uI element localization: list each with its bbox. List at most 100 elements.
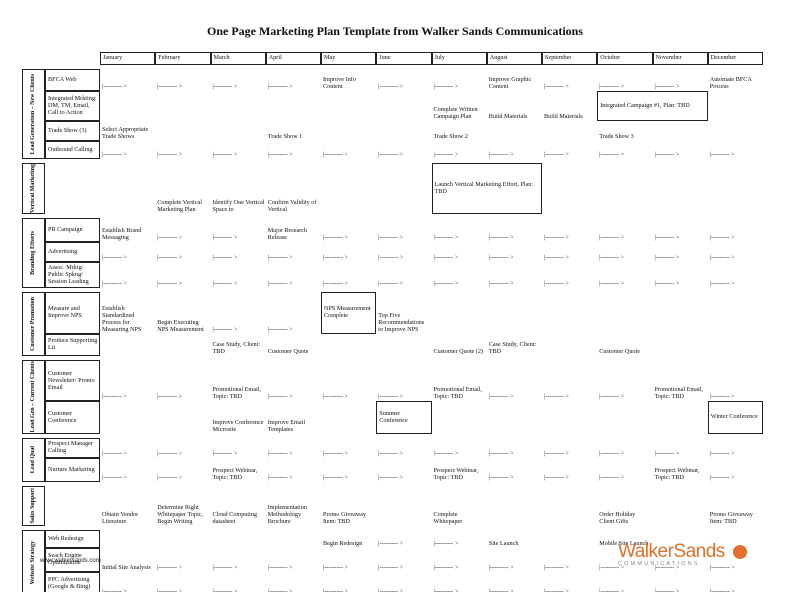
month-header: May — [321, 52, 377, 65]
row-label: Measure and Improve NPS — [45, 291, 100, 334]
plan-cell: |--------- > — [709, 233, 735, 241]
empty-cell — [100, 530, 155, 548]
plan-cell: Complete Whitepaper — [433, 510, 463, 525]
empty-cell — [376, 91, 431, 121]
month-header: February — [155, 52, 211, 65]
plan-cell: |--------- > — [433, 587, 459, 592]
row-label: Integrated Mrkting: DM, TM, Email, Call … — [45, 91, 100, 121]
empty-cell — [597, 292, 652, 334]
plan-cell: |--------- > — [157, 473, 183, 481]
plan-cell: Build Materials — [488, 113, 528, 120]
plan-row: Outbound Calling |--------- > |--------- >… — [22, 141, 763, 159]
plan-cell: Mobile Site Launch — [599, 539, 649, 547]
plan-cell: Cloud Computing datasheet — [212, 510, 258, 525]
plan-cell: |--------- > — [267, 325, 293, 333]
plan-row: Customer Conference Improve Conference Mi… — [22, 401, 763, 434]
plan-cell: |--------- > — [323, 563, 348, 571]
empty-cell — [597, 401, 652, 433]
plan-cell: |--------- > — [102, 83, 127, 90]
empty-cell — [487, 121, 542, 141]
plan-row: Lead Qual Prospect Manager Calling |------… — [22, 437, 763, 482]
plan-cell: |--------- > — [599, 279, 625, 287]
footer-url: www.walkersands.com — [40, 558, 101, 564]
plan-cell: |--------- > — [157, 449, 183, 457]
plan-cell: |--------- > — [544, 473, 569, 481]
empty-cell — [100, 334, 155, 356]
plan-cell: |--------- > — [488, 233, 514, 241]
plan-cell: Customer Quote — [267, 347, 309, 355]
empty-cell — [155, 401, 210, 433]
plan-cell: |--------- > — [654, 233, 680, 241]
plan-cell: Improve Conference Microsite — [212, 418, 264, 433]
logo: WalkerSands COMMUNICATIONS — [618, 541, 747, 567]
plan-cell: |--------- > — [433, 233, 459, 241]
plan-cell: |--------- > — [267, 587, 293, 592]
plan-cell: |--------- > — [323, 473, 348, 481]
plan-cell: |--------- > — [323, 151, 348, 158]
empty-cell — [376, 163, 431, 214]
plan-cell: |--------- > — [378, 233, 404, 241]
plan-cell: |--------- > — [599, 393, 625, 401]
plan-cell: Identify One Vertical Space to — [212, 198, 265, 213]
month-header: April — [265, 52, 321, 65]
plan-row: Sales Support Obtain Vendor Literature Det… — [22, 485, 763, 526]
plan-cell: |--------- > — [378, 449, 404, 457]
empty-cell — [542, 292, 597, 334]
plan-cell: Select Appropriate Trade Shows — [102, 126, 149, 140]
plan-cell: |--------- > — [654, 449, 680, 457]
empty-cell — [708, 121, 763, 141]
plan-cell: |--------- > — [599, 587, 625, 592]
plan-cell: |--------- > — [654, 83, 680, 90]
empty-cell — [100, 91, 155, 121]
plan-row: Advertising |--------- > |--------- > |----… — [22, 241, 763, 262]
plan-cell: |--------- > — [212, 279, 238, 287]
plan-cell: Automate BFCA Process — [709, 76, 752, 90]
empty-cell — [432, 292, 487, 334]
plan-cell: |--------- > — [102, 279, 127, 287]
plan-cell: |--------- > — [433, 279, 459, 287]
empty-cell — [100, 401, 155, 433]
empty-cell — [321, 121, 376, 141]
empty-cell — [708, 91, 763, 121]
plan-cell: |--------- > — [157, 151, 183, 158]
plan-cell: |--------- > — [599, 83, 625, 90]
plan-cell: Customer Quote (2) — [433, 347, 484, 355]
plan-row: Produce Supporting Lit Case Study, Client… — [22, 333, 763, 356]
empty-cell — [100, 163, 155, 214]
plan-cell: |--------- > — [157, 393, 183, 401]
month-header: January — [100, 52, 156, 65]
empty-cell — [597, 163, 652, 214]
plan-cell: Promotional Email, Topic: TBD — [654, 386, 703, 401]
plan-cell: |--------- > — [599, 449, 625, 457]
plan-cell: |--------- > — [433, 449, 459, 457]
row-label: BFCA Web — [45, 69, 100, 91]
plan-cell: |--------- > — [212, 83, 238, 90]
plan-cell: |--------- > — [433, 83, 459, 90]
empty-cell — [432, 401, 487, 433]
plan-cell: |--------- > — [378, 253, 404, 261]
plan-cell: Integrated Campaign #1, Plan: TBD — [597, 91, 708, 121]
plan-cell: Begin Executing NPS Measurement — [157, 318, 204, 333]
plan-cell: |--------- > — [599, 253, 625, 261]
plan-cell: |--------- > — [157, 233, 183, 241]
plan-cell: Implementation Methodology Brochure — [267, 503, 307, 525]
empty-cell — [542, 486, 597, 526]
plan-cell: |--------- > — [433, 539, 459, 547]
plan-cell: |--------- > — [157, 279, 183, 287]
plan-cell: |--------- > — [267, 563, 293, 571]
row-label: Outbound Calling — [45, 141, 100, 159]
empty-cell — [542, 121, 597, 141]
plan-cell: |--------- > — [157, 587, 183, 592]
empty-cell — [155, 334, 210, 356]
row-label-empty — [45, 163, 100, 214]
plan-cell: Prospect Webinar, Topic: TBD — [433, 466, 479, 481]
plan-cell: Complete Vertical Marketing Plan — [157, 198, 202, 213]
plan-cell: Winter Conference — [707, 401, 763, 434]
plan-row: Lead Generation – New Clients BFCA Web |--… — [22, 69, 763, 159]
plan-cell: Launch Vertical Marketing Effort, Plan: … — [431, 163, 542, 214]
section-label: Website Strategy — [30, 540, 36, 585]
plan-cell: Initial Site Analysis — [102, 563, 151, 571]
empty-cell — [266, 91, 321, 121]
section-label: Lead Gen – Current Clients — [30, 360, 36, 433]
section-label: Customer Promotion — [30, 296, 36, 351]
